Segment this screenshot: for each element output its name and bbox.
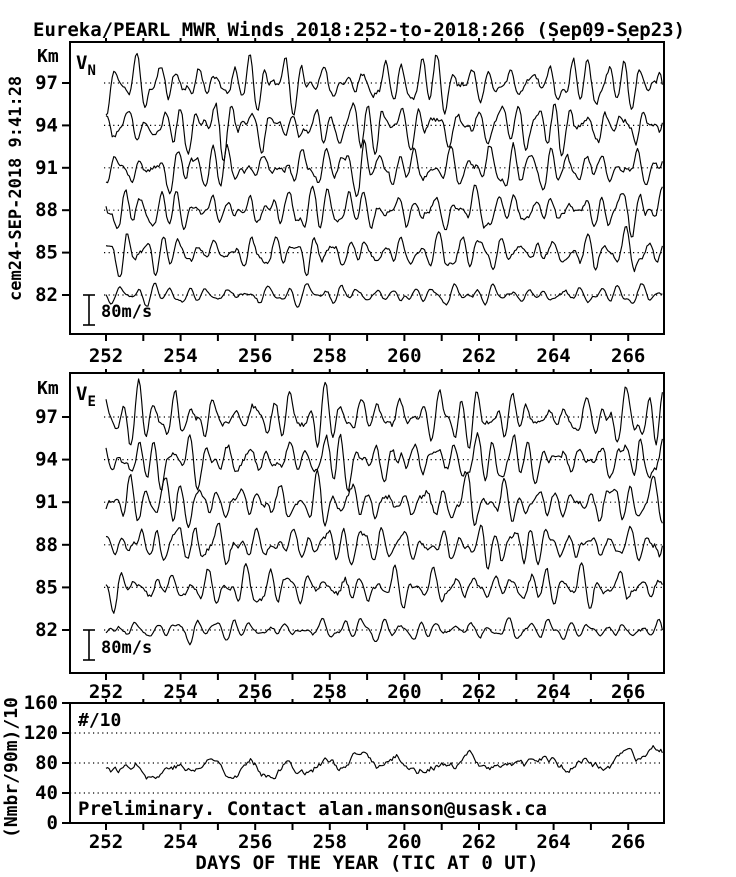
ve-wind-series-85km — [105, 562, 663, 614]
ve-wind-series-94km — [105, 432, 663, 492]
vn-wind-series-97km — [105, 52, 663, 116]
x-tick-label: 264 — [536, 831, 570, 853]
count-y-tick-label: 120 — [24, 722, 58, 744]
vn-y-unit-label: Km — [37, 46, 59, 67]
x-tick-label: 258 — [313, 831, 347, 853]
vn-wind-series-88km — [105, 184, 663, 238]
x-tick-label: 256 — [238, 681, 272, 703]
x-tick-label: 266 — [611, 831, 645, 853]
altitude-tick-label: 85 — [35, 242, 58, 264]
vn-wind-series-94km — [105, 102, 663, 162]
x-tick-label: 254 — [163, 345, 197, 367]
generated-plot-content: 252 254 256 258 260 262 264 266 97 94 91 88 85 82 252 2… — [24, 38, 665, 853]
altitude-tick-label: 82 — [35, 284, 58, 306]
x-tick-label: 254 — [163, 681, 197, 703]
x-tick-label: 266 — [611, 681, 645, 703]
vn-wind-series-82km — [105, 282, 663, 308]
x-tick-label: 252 — [89, 681, 123, 703]
x-tick-label: 262 — [462, 831, 496, 853]
vn-panel-label: VN — [76, 52, 96, 79]
ve-wind-series-91km — [105, 469, 663, 529]
x-tick-label: 264 — [536, 345, 570, 367]
x-tick-label: 260 — [387, 681, 421, 703]
x-tick-label: 254 — [163, 831, 197, 853]
altitude-tick-label: 91 — [35, 491, 58, 513]
x-tick-label: 266 — [611, 345, 645, 367]
x-axis-title: DAYS OF THE YEAR (TIC AT 0 UT) — [195, 852, 538, 874]
ve-scalebar-label: 80m/s — [101, 638, 152, 658]
ve-wind-series-88km — [105, 522, 663, 570]
x-tick-label: 256 — [238, 345, 272, 367]
altitude-tick-label: 88 — [35, 534, 58, 556]
count-y-tick-label: 160 — [24, 692, 58, 714]
ve-wind-series-97km — [105, 378, 663, 449]
altitude-tick-label: 82 — [35, 619, 58, 641]
preliminary-note: Preliminary. Contact alan.manson@usask.c… — [78, 798, 547, 820]
count-y-tick-label: 0 — [47, 812, 58, 834]
ve-y-unit-label: Km — [37, 378, 59, 399]
vn-panel-frame — [69, 41, 665, 335]
ve-panel-label: VE — [76, 383, 96, 410]
x-tick-label: 264 — [536, 681, 570, 703]
x-tick-label: 252 — [89, 345, 123, 367]
x-tick-label: 260 — [387, 345, 421, 367]
altitude-tick-label: 91 — [35, 157, 58, 179]
count-y-axis-title: (Nmbr/90m)/10 — [1, 697, 22, 838]
altitude-tick-label: 85 — [35, 576, 58, 598]
count-inside-label: #/10 — [78, 710, 121, 731]
count-y-tick-label: 80 — [35, 752, 58, 774]
altitude-tick-label: 94 — [35, 114, 58, 136]
ve-wind-series-82km — [105, 617, 663, 646]
x-tick-label: 262 — [462, 345, 496, 367]
altitude-tick-label: 88 — [35, 199, 58, 221]
timestamp: cem24-SEP-2018 9:41:28 — [6, 76, 26, 301]
count-series — [105, 745, 663, 780]
figure-title: Eureka/PEARL MWR Winds 2018:252-to-2018:… — [33, 19, 685, 41]
count-y-tick-label: 40 — [35, 782, 58, 804]
x-tick-label: 258 — [313, 681, 347, 703]
vn-wind-series-85km — [105, 226, 663, 278]
vn-scalebar-label: 80m/s — [101, 302, 152, 322]
x-tick-label: 258 — [313, 345, 347, 367]
x-tick-label: 260 — [387, 831, 421, 853]
x-tick-label: 252 — [89, 831, 123, 853]
altitude-tick-label: 97 — [35, 72, 58, 94]
x-tick-label: 256 — [238, 831, 272, 853]
altitude-tick-label: 97 — [35, 406, 58, 428]
altitude-tick-label: 94 — [35, 449, 58, 471]
vn-wind-series-91km — [105, 139, 663, 198]
x-tick-label: 262 — [462, 681, 496, 703]
